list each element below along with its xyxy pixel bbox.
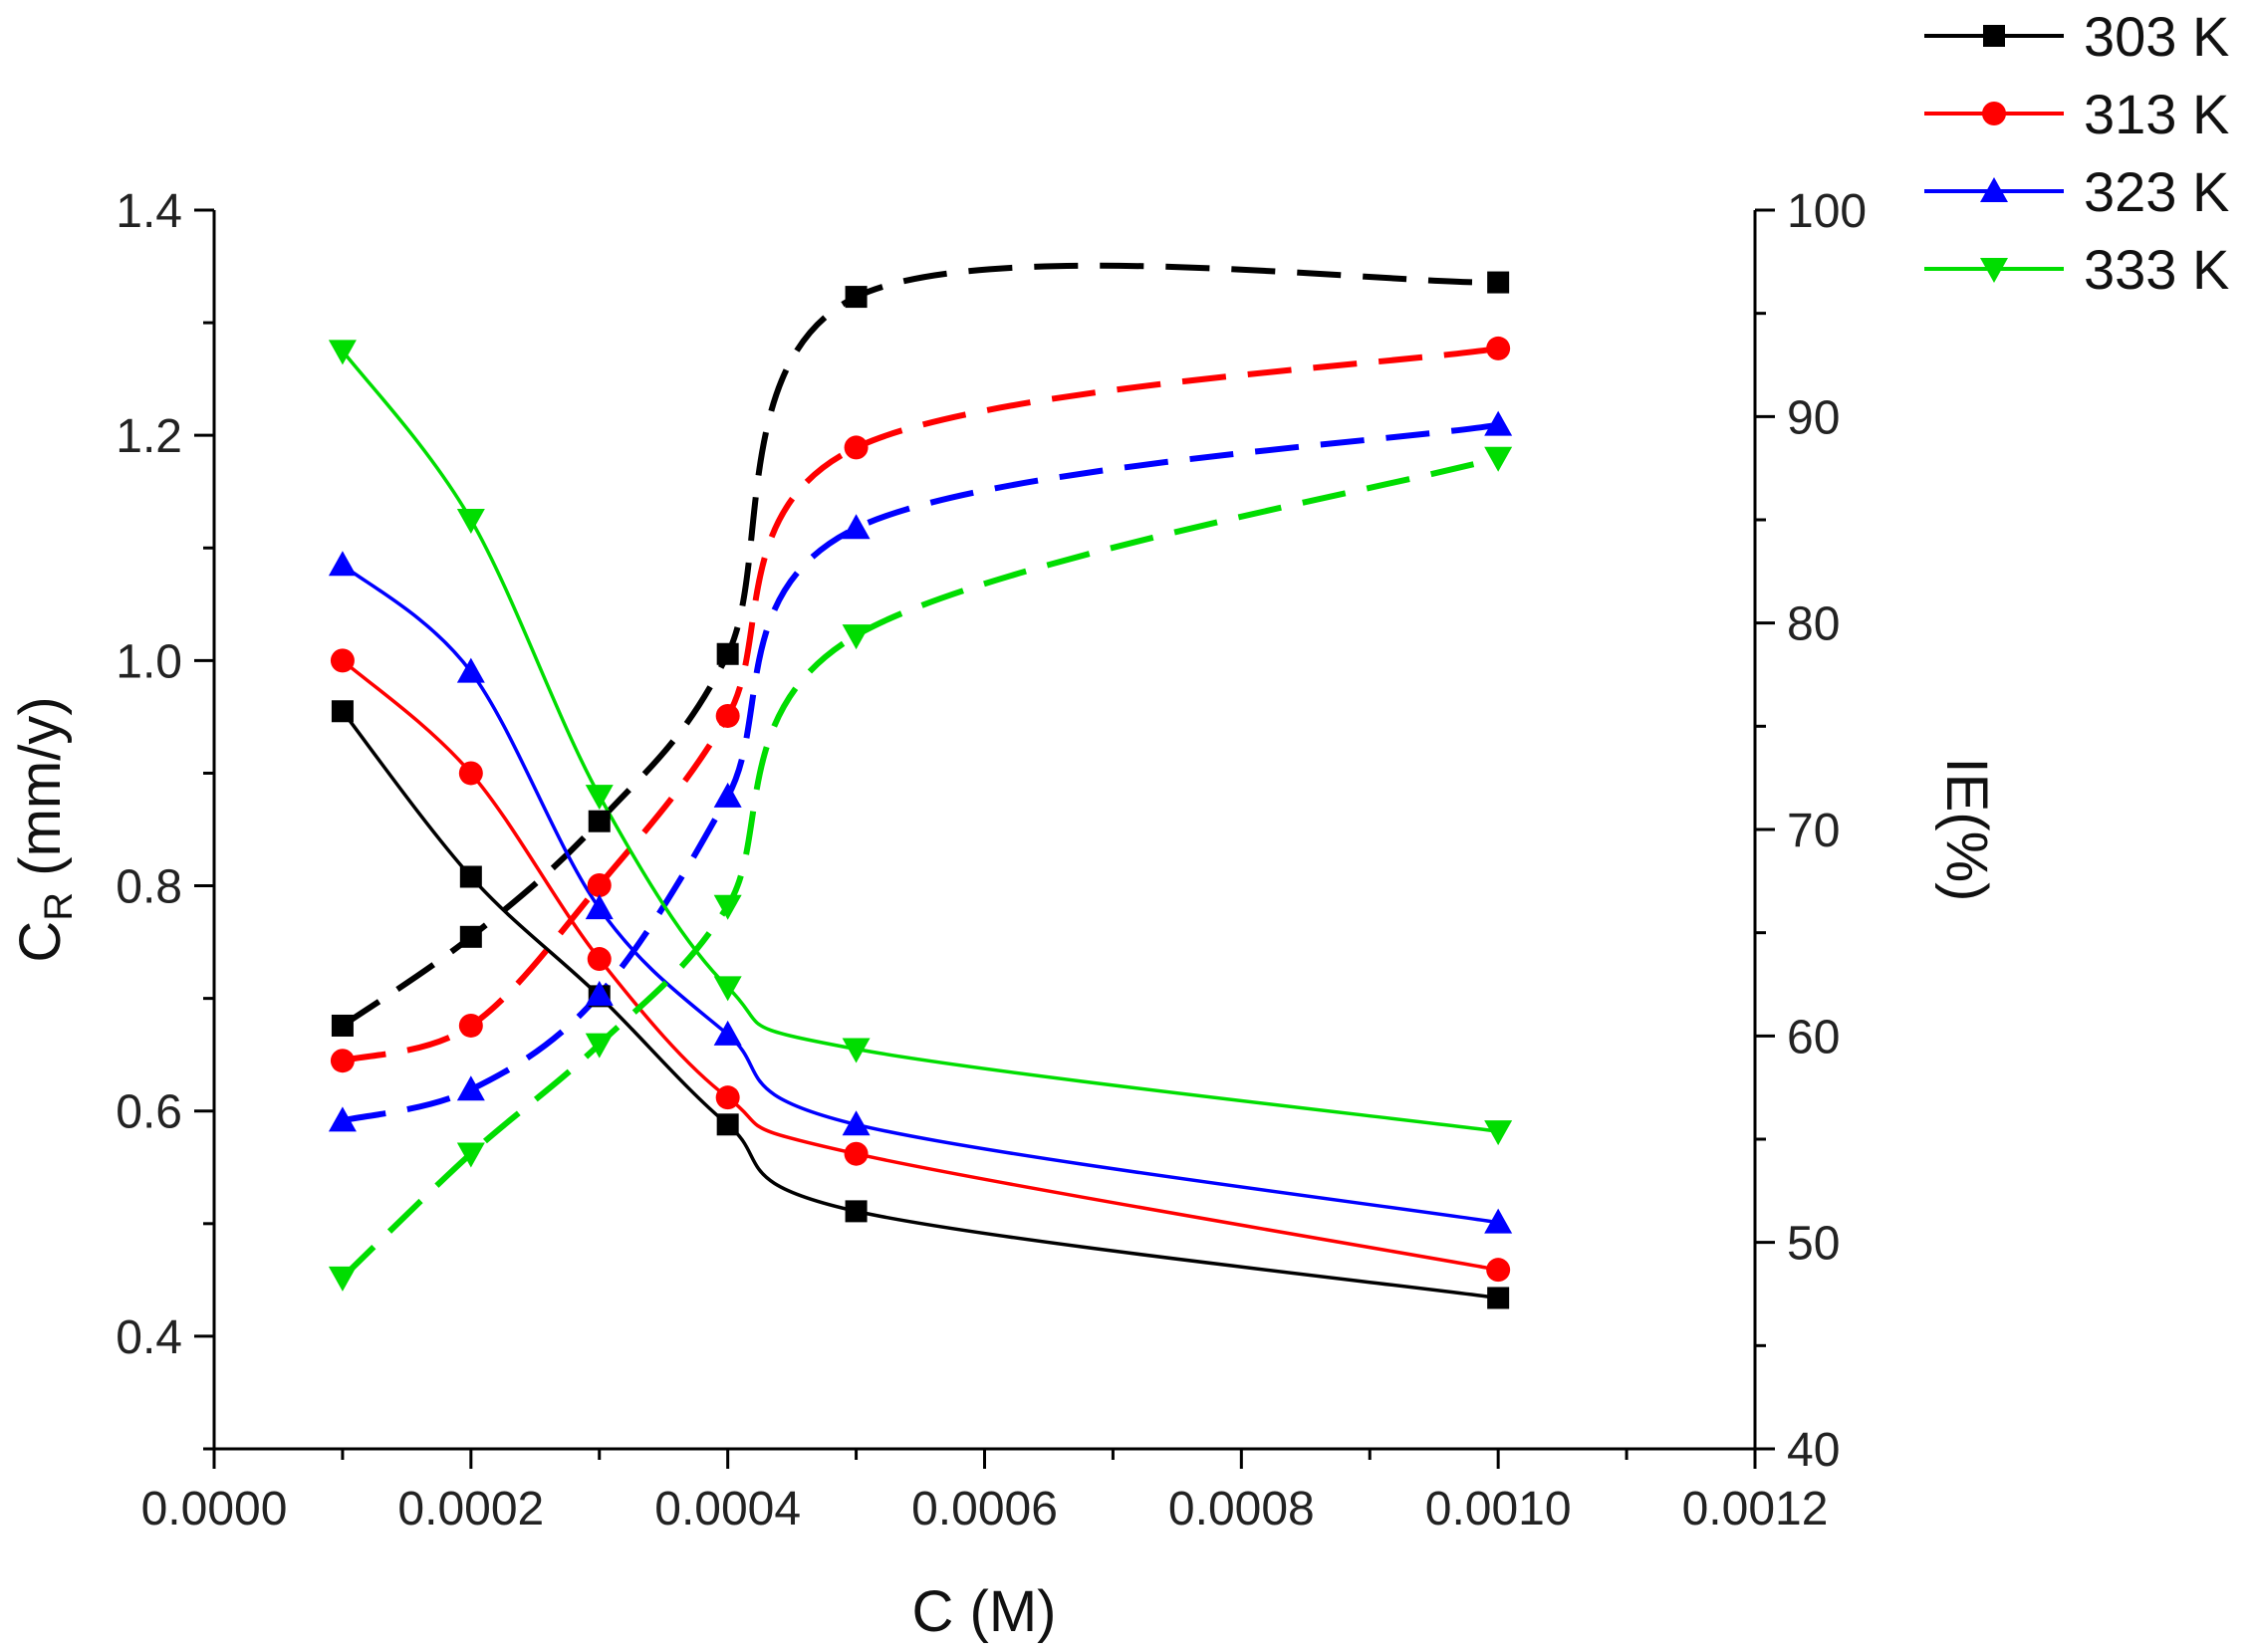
cr-curve-323k [341,563,1499,1225]
ie-curve-323k [342,421,1499,1124]
ie-point-323k [713,782,742,808]
cr-point-333k [713,976,742,1002]
cr-point-323k [842,1110,871,1136]
cr-point-303k [716,1113,739,1136]
y-tick-label: 1.4 [116,185,182,238]
y-axis-title-subscript: R [37,892,81,921]
legend-entry-303k: 303 K [1924,5,2229,68]
ie-point-303k [331,1014,354,1037]
cr-point-333k [585,785,614,811]
ie-point-313k [587,872,612,897]
cr-curve-303k [341,710,1499,1300]
y2-axis-title: IE(%) [1934,758,1999,902]
legend-label: 313 K [2084,83,2229,145]
cr-point-333k [842,1038,871,1063]
ie-point-313k [1486,336,1511,360]
legend-label: 323 K [2084,160,2229,223]
cr-point-313k [844,1141,869,1166]
x-tick-label: 0.0004 [654,1483,801,1535]
ie-point-333k [713,894,742,920]
legend-entry-333k: 333 K [1924,238,2229,301]
legend-marker [1983,25,2005,47]
ie-curve-313k [342,345,1499,1064]
ie-point-333k [1484,446,1513,472]
x-tick-label: 0.0000 [141,1483,288,1535]
legend-marker [1980,177,2008,202]
y2-tick-label: 50 [1787,1218,1840,1271]
cr-point-323k [713,1020,742,1046]
ie-point-303k [716,642,739,665]
cr-curve-333k [341,350,1499,1133]
y-tick-label: 1.2 [116,410,182,463]
y-tick-label: 0.8 [116,861,182,914]
ie-curve-333k [340,454,1499,1281]
cr-point-313k [587,947,612,972]
cr-point-323k [1484,1208,1513,1234]
x-tick-label: 0.0006 [911,1483,1058,1535]
y2-tick-label: 80 [1787,598,1840,651]
x-tick-label: 0.0010 [1425,1483,1572,1535]
y-tick-label: 0.6 [116,1086,182,1139]
y-tick-label: 1.0 [116,635,182,688]
ie-point-313k [330,1049,355,1073]
legend-entry-323k: 323 K [1924,160,2229,223]
ie-point-323k [842,514,871,540]
cr-point-313k [330,648,355,673]
ie-point-323k [456,1075,485,1101]
x-tick-label: 0.0008 [1168,1483,1315,1535]
ie-point-303k [588,810,611,832]
cr-point-323k [328,551,357,577]
ie-point-313k [458,1013,483,1038]
y2-tick-label: 40 [1787,1424,1840,1477]
ie-curve-303k [341,262,1499,1029]
cr-point-303k [331,700,354,723]
y2-tick-label: 70 [1787,805,1840,857]
ie-point-313k [715,703,740,728]
y2-tick-label: 60 [1787,1011,1840,1063]
cr-point-333k [456,509,485,534]
fit-curves [340,262,1499,1300]
cr-point-333k [1484,1120,1513,1146]
ie-point-333k [842,624,871,650]
cr-point-333k [328,340,357,365]
y-axis-title: CR (mm/y) [8,696,81,962]
legend-marker [1980,258,2008,283]
axes [212,210,1757,1451]
cr-point-323k [585,894,614,920]
ie-point-323k [328,1106,357,1132]
x-tick-label: 0.0002 [397,1483,544,1535]
legend-entry-313k: 313 K [1924,83,2229,145]
ie-point-323k [585,980,614,1006]
cr-point-313k [715,1085,740,1110]
legend-label: 303 K [2084,5,2229,68]
ticks: 0.0000 0.0002 0.0004 0.0006 0.0008 0.0010 0.00… [116,185,1867,1535]
ie-point-333k [328,1266,357,1292]
cr-point-303k [1487,1287,1510,1309]
cr-point-303k [459,865,482,888]
legend-marker [1982,102,2006,125]
y2-tick-label: 90 [1787,391,1840,444]
ie-point-313k [844,435,869,460]
x-axis-title: C (M) [912,1579,1057,1644]
legend-label: 333 K [2084,238,2229,301]
cr-point-313k [1486,1258,1511,1283]
legend: 303 K 313 K 323 K 333 K [1924,5,2229,301]
ie-point-333k [585,1033,614,1059]
ie-point-303k [1487,271,1510,294]
cr-point-323k [456,657,485,683]
y-axis-title-unit: (mm/y) [8,696,73,892]
y2-tick-label: 100 [1787,185,1867,238]
ie-point-303k [845,286,868,309]
y-axis-title-main: C [8,921,73,963]
ie-point-323k [1484,410,1513,436]
cr-point-313k [458,761,483,786]
ie-point-303k [459,925,482,948]
y-tick-label: 0.4 [116,1311,182,1364]
cr-point-303k [845,1200,868,1223]
ie-point-333k [456,1142,485,1168]
x-tick-label: 0.0012 [1682,1483,1829,1535]
data-markers [328,271,1513,1309]
